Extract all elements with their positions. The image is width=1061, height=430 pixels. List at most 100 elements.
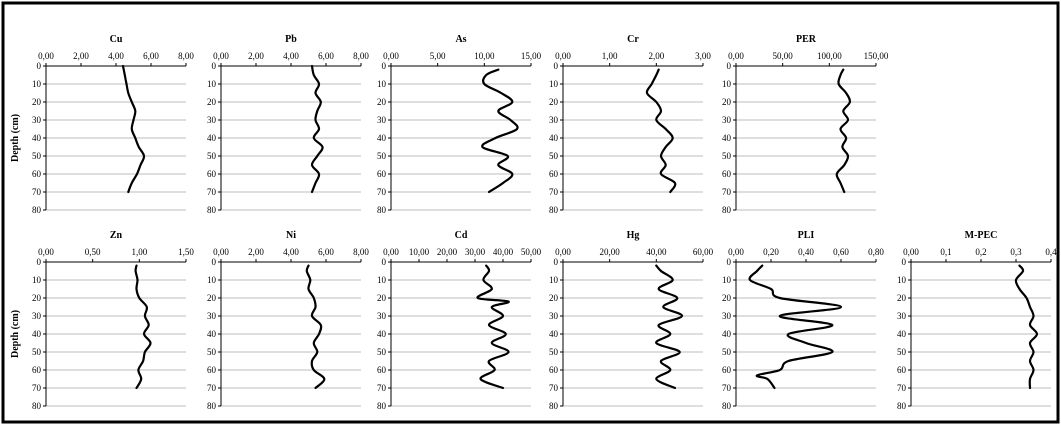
x-tick-label: 0,00: [728, 247, 744, 257]
y-tick-label: 60: [377, 365, 387, 375]
x-tick-label: 8,00: [353, 51, 369, 61]
y-tick-label: 50: [549, 151, 559, 161]
y-tick-label: 10: [722, 79, 732, 89]
x-tick-label: 0,50: [85, 247, 101, 257]
y-tick-label: 70: [207, 187, 217, 197]
x-tick-label: 0,00: [555, 247, 571, 257]
x-tick-label: 6,00: [318, 247, 334, 257]
y-tick-label: 20: [722, 97, 732, 107]
y-tick-label: 20: [207, 97, 217, 107]
y-tick-label: 0: [554, 257, 559, 267]
y-tick-label: 40: [32, 133, 42, 143]
x-tick-label: 3,00: [695, 51, 711, 61]
x-tick-label: 50,00: [773, 51, 794, 61]
y-tick-label: 40: [377, 329, 387, 339]
y-tick-label: 60: [549, 169, 559, 179]
x-tick-label: 0,40: [798, 247, 814, 257]
y-tick-label: 10: [722, 275, 732, 285]
x-tick-label: 50,00: [521, 247, 542, 257]
x-tick-label: 0,00: [213, 247, 229, 257]
y-tick-label: 50: [897, 347, 907, 357]
series-line: [476, 264, 510, 390]
y-tick-label: 20: [722, 293, 732, 303]
panel-title: M-PEC: [965, 230, 998, 241]
y-tick-label: 70: [897, 383, 907, 393]
y-axis-label: Depth (cm): [10, 310, 21, 358]
y-tick-label: 60: [722, 169, 732, 179]
x-tick-label: 0,00: [213, 51, 229, 61]
x-tick-label: 60,00: [693, 247, 714, 257]
x-tick-label: 0,2: [975, 247, 986, 257]
y-tick-label: 40: [207, 329, 217, 339]
y-tick-label: 20: [32, 293, 42, 303]
x-tick-label: 40,00: [493, 247, 514, 257]
panel-title: Cu: [110, 34, 123, 45]
y-tick-label: 10: [32, 79, 42, 89]
x-tick-label: 0,00: [383, 51, 399, 61]
x-tick-label: 15,00: [521, 51, 542, 61]
y-tick-label: 80: [377, 205, 387, 215]
panel-title: Zn: [110, 230, 123, 241]
y-tick-label: 30: [207, 115, 217, 125]
series-line: [305, 264, 326, 390]
y-tick-label: 40: [32, 329, 42, 339]
y-tick-label: 30: [549, 115, 559, 125]
y-tick-label: 70: [722, 383, 732, 393]
panel-cu: 0,00 2,00 4,00 6,00 8,00 0 10 20 30 40 50 60 70 80 Cu D…: [10, 34, 194, 215]
y-tick-label: 80: [722, 401, 732, 411]
panel-title: PER: [796, 34, 817, 45]
y-tick-label: 70: [549, 383, 559, 393]
series-line: [121, 64, 146, 194]
y-tick-label: 40: [897, 329, 907, 339]
y-tick-label: 0: [212, 61, 217, 71]
panel-pli: 0,00 0,20 0,40 0,60 0,80 0 10 20 30 40 50 60 70 80 PLI: [722, 230, 884, 411]
y-tick-label: 70: [207, 383, 217, 393]
y-tick-label: 50: [549, 347, 559, 357]
x-tick-label: 8,00: [178, 51, 194, 61]
x-tick-label: 4,00: [283, 51, 299, 61]
y-tick-label: 10: [32, 275, 42, 285]
x-tick-label: 10,00: [474, 51, 495, 61]
y-tick-label: 0: [902, 257, 907, 267]
panel-cr: 0,00 1,00 2,00 3,00 0 10 20 30 40 50 60 70 80 Cr: [549, 34, 711, 215]
y-tick-label: 50: [207, 151, 217, 161]
y-tick-label: 10: [377, 79, 387, 89]
y-tick-label: 30: [377, 311, 387, 321]
y-tick-label: 40: [377, 133, 387, 143]
y-tick-label: 20: [377, 97, 387, 107]
x-tick-label: 2,00: [248, 51, 264, 61]
y-tick-label: 50: [207, 347, 217, 357]
y-tick-label: 80: [207, 401, 217, 411]
panel-title: Pb: [285, 34, 297, 45]
x-tick-label: 0,00: [903, 247, 919, 257]
y-tick-label: 40: [549, 329, 559, 339]
y-tick-label: 40: [722, 329, 732, 339]
panel-ni: 0,00 2,00 4,00 6,00 8,00 0 10 20 30 40 50 60 70 80 Ni: [207, 230, 369, 411]
panel-title: Hg: [627, 230, 640, 241]
y-tick-label: 80: [377, 401, 387, 411]
series-line: [310, 64, 324, 194]
y-tick-label: 40: [549, 133, 559, 143]
panel-zn: 0,00 0,50 1,00 1,50 0 10 20 30 40 50 60 70 80 Zn Depth…: [10, 230, 194, 411]
y-tick-label: 80: [549, 205, 559, 215]
y-tick-label: 70: [549, 187, 559, 197]
panel-cd: 0,00 10,00 20,00 30,00 40,00 50,00 0 10 20 30 40 50…: [377, 230, 542, 411]
y-tick-label: 80: [549, 401, 559, 411]
series-line: [655, 264, 684, 390]
y-tick-label: 0: [727, 257, 732, 267]
y-tick-label: 70: [377, 187, 387, 197]
x-tick-label: 0,00: [728, 51, 744, 61]
y-tick-label: 10: [377, 275, 387, 285]
x-tick-label: 5,00: [430, 51, 446, 61]
x-tick-label: 6,00: [318, 51, 334, 61]
y-tick-label: 30: [377, 115, 387, 125]
y-tick-label: 10: [549, 275, 559, 285]
x-tick-label: 6,00: [143, 51, 159, 61]
y-tick-label: 20: [549, 97, 559, 107]
y-tick-label: 10: [207, 275, 217, 285]
y-tick-label: 0: [382, 257, 387, 267]
x-tick-label: 40,00: [646, 247, 667, 257]
panel-hg: 0,00 20,00 40,00 60,00 0 10 20 30 40 50 60 70 80 Hg: [549, 230, 714, 411]
